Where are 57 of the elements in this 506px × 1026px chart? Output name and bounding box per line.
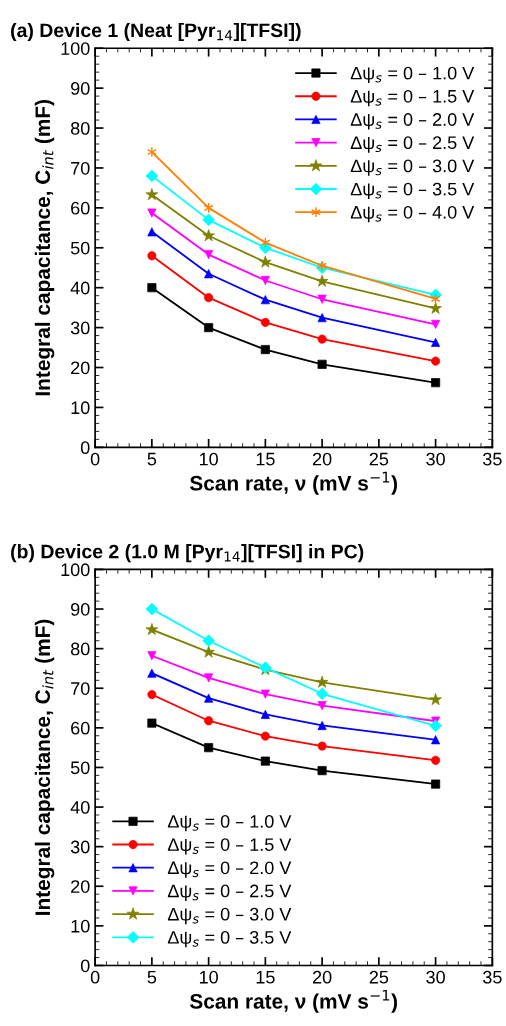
y-tick-label: 90 [71, 82, 90, 95]
x-axis-title: Scan rate, ν (mV s$^{−1}$) [189, 471, 398, 495]
legend-label: Δψ$_{s}$ = 0 – 1.0 V [167, 815, 292, 832]
y-tick-label: 0 [80, 441, 90, 455]
x-tick-label: 20 [312, 452, 332, 466]
y-tick-label: 100 [61, 563, 90, 577]
x-tick-label: 30 [426, 452, 445, 466]
x-tick-label: 30 [426, 970, 445, 984]
y-tick-label: 30 [70, 840, 90, 854]
y-tick-label: 70 [71, 161, 90, 175]
x-tick-label: 0 [90, 970, 100, 984]
y-tick-label: 80 [70, 121, 90, 135]
x-axis-title: Scan rate, ν (mV s$^{−1}$) [189, 989, 398, 1013]
x-tick-label: 15 [256, 452, 275, 466]
legend-label: Δψ$_{s}$ = 0 – 2.0 V [167, 861, 292, 878]
y-tick-label: 90 [71, 602, 90, 616]
legend-label: Δψ$_{s}$ = 0 – 3.0 V [167, 907, 292, 925]
y-tick-label: 20 [71, 880, 90, 893]
x-tick-label: 15 [256, 970, 275, 984]
legend-label: Δψ$_{s}$ = 0 – 3.5 V [350, 182, 475, 200]
x-tick-label: 35 [482, 452, 502, 466]
y-tick-label: 30 [70, 321, 90, 335]
y-tick-label: 60 [71, 201, 90, 215]
x-tick-label: 25 [369, 452, 389, 466]
x-tick-label: 0 [90, 452, 100, 466]
legend-label: Δψ$_{s}$ = 0 – 1.5 V [350, 89, 475, 107]
y-tick-label: 70 [71, 682, 90, 695]
y-axis-title: Integral capacitance, C$_{int}$ (mF) [34, 619, 55, 915]
chart-title: (a) Device 1 (Neat [Pyr$_{14}$][TFSI]) [11, 22, 301, 42]
y-tick-label: 10 [71, 919, 90, 933]
legend-label: Δψ$_{s}$ = 0 – 1.5 V [167, 838, 292, 855]
legend-label: Δψ$_{s}$ = 0 – 4.0 V [350, 205, 475, 223]
x-tick-label: 20 [312, 970, 332, 984]
chart-title: (b) Device 2 (1.0 M [Pyr$_{14}$][TFSI] in PC) [11, 544, 364, 563]
y-tick-label: 10 [71, 401, 90, 415]
y-tick-label: 0 [80, 959, 90, 973]
y-tick-label: 20 [71, 361, 90, 375]
y-tick-label: 40 [70, 281, 90, 295]
y-tick-label: 100 [61, 42, 90, 55]
y-tick-label: 80 [70, 642, 90, 656]
x-tick-label: 10 [199, 970, 218, 984]
legend-label: Δψ$_{s}$ = 0 – 3.0 V [350, 159, 475, 176]
legend-label: Δψ$_{s}$ = 0 – 3.5 V [167, 930, 292, 948]
y-tick-label: 40 [70, 800, 90, 814]
x-tick-label: 10 [199, 452, 218, 466]
x-tick-label: 25 [369, 970, 389, 984]
y-tick-label: 50 [70, 761, 90, 775]
x-tick-label: 5 [147, 970, 157, 984]
legend-label: Δψ$_{s}$ = 0 – 1.0 V [350, 66, 475, 84]
legend-label: Δψ$_{s}$ = 0 – 2.0 V [350, 113, 475, 130]
legend-label: Δψ$_{s}$ = 0 – 2.5 V [350, 136, 475, 153]
y-tick-label: 50 [70, 241, 90, 255]
y-tick-label: 60 [71, 721, 90, 735]
y-axis-title: Integral capacitance, C$_{int}$ (mF) [34, 100, 55, 396]
x-tick-label: 35 [482, 970, 502, 984]
x-tick-label: 5 [147, 452, 157, 466]
legend-label: Δψ$_{s}$ = 0 – 2.5 V [167, 884, 292, 901]
